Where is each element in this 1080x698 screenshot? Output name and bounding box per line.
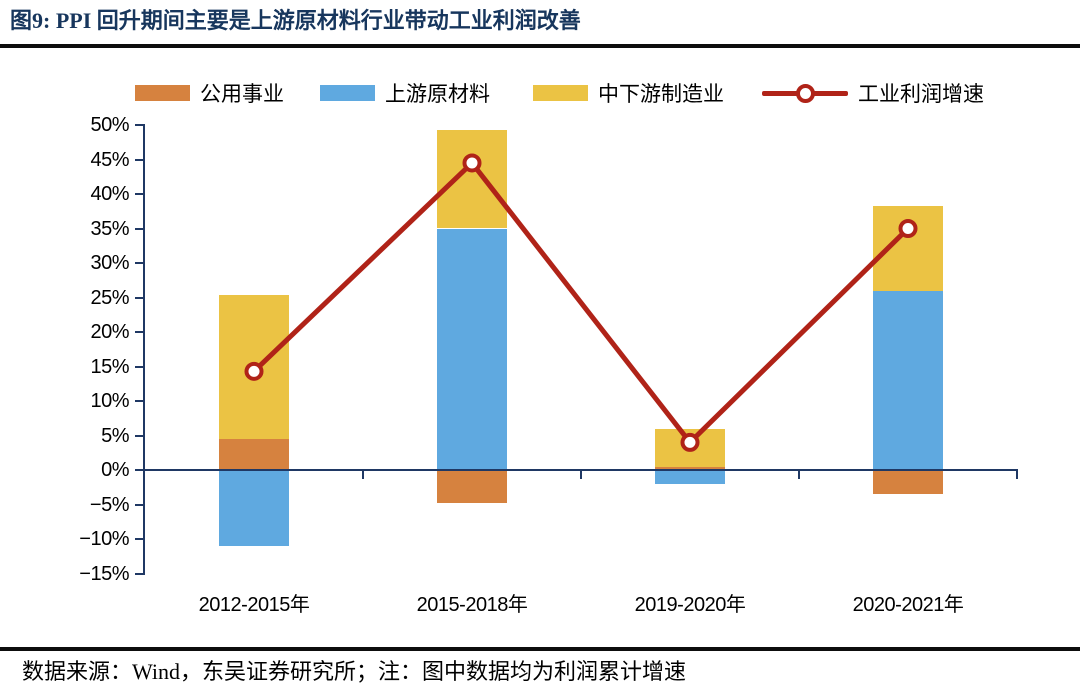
y-axis-label: 30% <box>90 252 129 274</box>
x-axis-tick <box>798 470 800 479</box>
y-axis-label: 40% <box>90 183 129 205</box>
x-axis-label: 2015-2018年 <box>416 594 528 616</box>
bar-segment-utilities <box>655 466 725 470</box>
y-axis-label: 45% <box>90 148 129 171</box>
legend-label: 工业利润增速 <box>858 82 984 106</box>
bar-segment-midstream <box>219 295 289 439</box>
source-note: 数据来源：Wind，东吴证券研究所；注：图中数据均为利润累计增速 <box>22 659 686 684</box>
bar-segment-upstream <box>437 228 507 470</box>
title-divider <box>0 44 1080 48</box>
y-axis-label: −15% <box>79 562 129 585</box>
y-axis-label: −5% <box>89 493 130 516</box>
figure-title: 图9: PPI 回升期间主要是上游原材料行业带动工业利润改善 <box>10 8 581 33</box>
y-axis-tick <box>135 193 143 195</box>
footer-divider <box>0 647 1080 651</box>
y-axis-tick <box>135 400 143 402</box>
y-axis-tick <box>135 331 143 333</box>
legend-label: 上游原材料 <box>385 82 490 106</box>
y-axis-tick <box>135 262 143 264</box>
y-axis-tick <box>135 296 143 299</box>
legend-item-profit_line: 工业利润增速 <box>762 82 984 106</box>
y-axis-label: 35% <box>90 217 129 240</box>
legend-line-icon <box>762 83 848 103</box>
x-axis-label: 2019-2020年 <box>634 594 746 616</box>
legend-swatch-upstream <box>320 85 375 101</box>
legend-swatch-midstream <box>533 85 588 101</box>
y-axis-label: 25% <box>90 286 129 309</box>
y-axis-tick <box>135 124 143 126</box>
bar-segment-midstream <box>655 429 725 467</box>
legend-label: 中下游制造业 <box>598 82 724 106</box>
y-axis-label: −10% <box>79 528 129 550</box>
legend-swatch-utilities <box>135 85 190 101</box>
y-axis-tick <box>135 572 143 575</box>
bar-segment-utilities <box>437 470 507 504</box>
y-axis-tick <box>135 365 143 368</box>
y-axis-label: 10% <box>90 390 129 412</box>
y-axis-tick <box>135 227 143 230</box>
y-axis-tick <box>135 434 143 437</box>
y-axis-label: 5% <box>101 424 129 447</box>
y-axis-label: 20% <box>90 321 129 343</box>
legend-item-midstream: 中下游制造业 <box>533 82 724 106</box>
bar-segment-midstream <box>873 205 943 291</box>
x-axis-tick <box>580 470 582 479</box>
profit-growth-line <box>252 159 910 447</box>
y-axis-label: 0% <box>101 459 129 481</box>
bar-segment-utilities <box>873 470 943 495</box>
legend-marker-icon <box>796 84 815 103</box>
y-axis-tick <box>135 469 143 471</box>
x-axis-label: 2020-2021年 <box>852 594 964 616</box>
bar-segment-upstream <box>655 470 725 484</box>
y-axis-label: 15% <box>90 355 129 378</box>
bar-segment-utilities <box>219 438 289 470</box>
y-axis-tick <box>135 158 143 161</box>
legend-item-utilities: 公用事业 <box>135 82 284 106</box>
y-axis-label: 50% <box>90 114 129 136</box>
x-axis-label: 2012-2015年 <box>198 594 310 616</box>
x-axis-tick <box>362 470 364 479</box>
bar-segment-upstream <box>873 290 943 470</box>
y-axis-line <box>143 124 145 575</box>
legend-label: 公用事业 <box>200 82 284 106</box>
bar-segment-midstream <box>437 129 507 229</box>
y-axis-tick <box>135 503 143 506</box>
legend-item-upstream: 上游原材料 <box>320 82 490 106</box>
bar-segment-upstream <box>219 470 289 546</box>
y-axis-tick <box>135 538 143 540</box>
x-axis-tick <box>1016 470 1018 479</box>
